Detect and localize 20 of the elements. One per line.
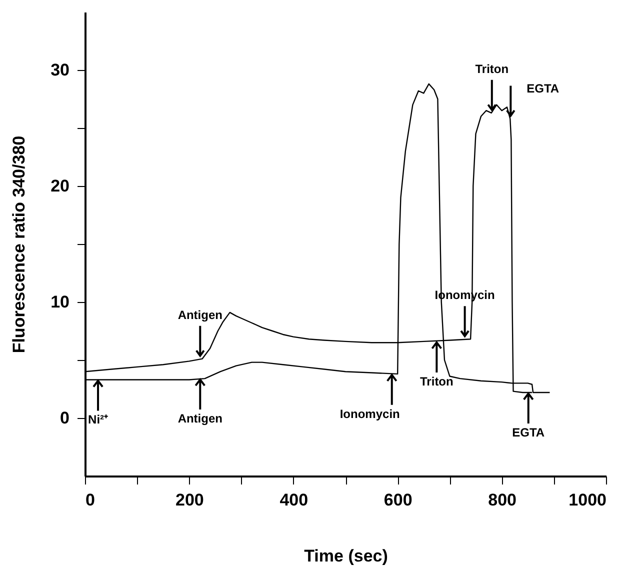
annotation: Ni²⁺ [88, 412, 108, 427]
x-tick-label: 800 [488, 490, 516, 510]
x-tick-label: 0 [86, 490, 95, 510]
y-tick-label: 20 [50, 176, 70, 196]
annotation: EGTA [512, 425, 545, 440]
x-tick-label: 1000 [568, 490, 606, 510]
y-tick-label: 0 [60, 408, 70, 428]
annotation: Ionomycin [340, 406, 400, 421]
annotation: Triton [475, 62, 509, 76]
annotation: Triton [420, 374, 454, 388]
x-tick-label: 400 [280, 490, 308, 510]
annotation: Antigen [178, 412, 222, 426]
y-axis-title: Fluorescence ratio 340/380 [10, 136, 29, 354]
y-tick-label: 30 [50, 60, 70, 80]
annotation: Antigen [178, 308, 222, 322]
y-tick-label: 10 [50, 292, 70, 312]
x-tick-label: 200 [176, 490, 204, 510]
x-tick-label: 600 [384, 490, 412, 510]
annotation: EGTA [526, 82, 560, 96]
x-axis-title: Time (sec) [304, 546, 388, 566]
